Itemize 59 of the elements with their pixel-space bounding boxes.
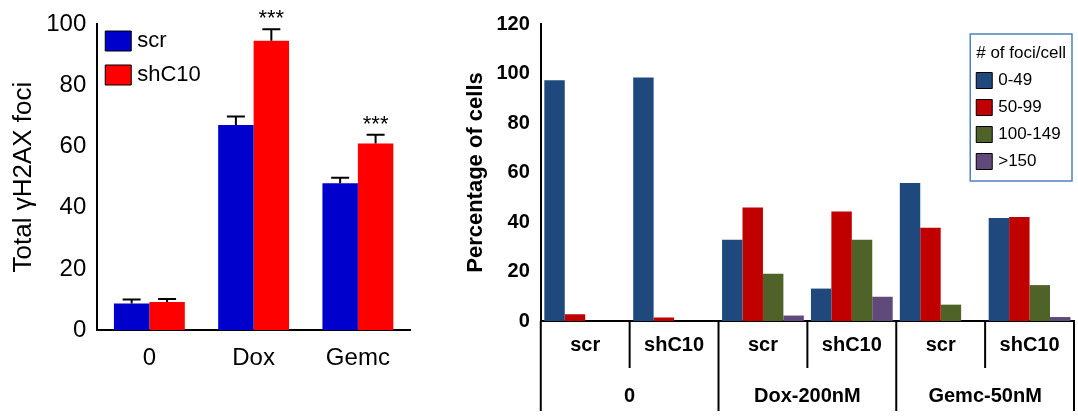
bar	[810, 288, 832, 321]
bar	[218, 125, 254, 331]
x-tick-label: shC10	[821, 332, 882, 355]
y-tick-label: 60	[59, 131, 87, 159]
x-tick-label: scr	[570, 332, 601, 355]
y-axis-title: Percentage of cells	[462, 72, 488, 273]
bar	[544, 80, 565, 321]
text: 0	[624, 383, 636, 406]
bar	[872, 296, 893, 321]
annotation: ***	[362, 110, 389, 136]
bar	[633, 77, 654, 321]
x-tick-label: scr	[747, 332, 779, 355]
bar	[149, 302, 185, 331]
bar	[322, 183, 358, 331]
bar	[742, 207, 763, 321]
annotation: ***	[258, 5, 285, 31]
bar	[1029, 285, 1051, 321]
bar	[899, 182, 921, 321]
bar	[357, 143, 394, 331]
y-tick-label: 100	[46, 8, 87, 36]
x-tick-label: Gemc	[325, 343, 390, 371]
y-tick-label: 80	[59, 69, 87, 97]
x-tick-label: shC10	[999, 332, 1060, 355]
x-tick-label: scr	[925, 332, 956, 355]
text: Dox-200nM	[754, 383, 861, 406]
bar	[851, 239, 873, 321]
y-tick-label: 60	[507, 160, 530, 183]
legend-label: >150	[998, 151, 1037, 171]
y-axis-title: Total γH2AX foci	[6, 81, 37, 273]
bar	[831, 211, 852, 321]
legend-label: scr	[137, 27, 167, 53]
x-tick-label: Dox	[232, 343, 275, 371]
bar	[762, 273, 784, 321]
x-tick-label: 0	[142, 343, 157, 371]
bar	[940, 304, 962, 321]
bar	[722, 239, 743, 321]
y-tick-label: 120	[496, 11, 530, 34]
bar	[1009, 217, 1030, 321]
x-tick-label: shC10	[644, 332, 705, 355]
y-tick-label: 20	[59, 253, 87, 281]
bar	[113, 303, 150, 331]
text: Gemc-50nM	[928, 383, 1042, 406]
legend-label: 0-49	[998, 70, 1033, 90]
bar	[1050, 317, 1071, 321]
legend-label: 50-99	[998, 97, 1042, 117]
bar	[988, 218, 1010, 321]
y-tick-label: 80	[507, 110, 530, 133]
y-tick-label: 20	[507, 259, 530, 282]
legend-title: # of foci/cell	[976, 43, 1066, 63]
bar	[783, 315, 804, 321]
bar	[564, 314, 586, 321]
y-tick-label: 40	[59, 192, 87, 220]
bar	[253, 40, 290, 331]
y-tick-label: 0	[518, 308, 530, 331]
legend-label: shC10	[137, 61, 201, 87]
y-tick-label: 100	[496, 61, 530, 84]
y-tick-label: 40	[507, 209, 530, 232]
bar	[920, 227, 941, 321]
legend-label: 100-149	[998, 124, 1061, 144]
